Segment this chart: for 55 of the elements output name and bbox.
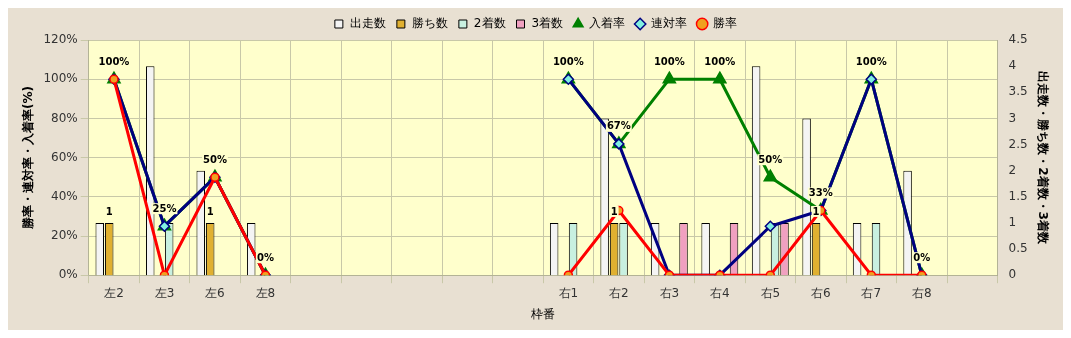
data-label: 50% xyxy=(202,153,227,165)
data-label: 1 xyxy=(206,205,214,217)
x-tick-label: 右6 xyxy=(810,285,831,300)
data-label: 1 xyxy=(812,205,820,217)
x-tick-label: 左3 xyxy=(154,285,175,300)
y2-tick-label: 1 xyxy=(1008,215,1017,230)
legend-label: 入着率 xyxy=(589,16,626,31)
legend-label: 2着数 xyxy=(473,16,506,31)
legend-label: 3着数 xyxy=(531,16,564,31)
legend-label: 出走数 xyxy=(349,16,386,31)
x-tick-label: 左6 xyxy=(205,285,225,300)
x-tick-label: 右8 xyxy=(911,285,932,300)
y-tick-label: 0% xyxy=(58,267,78,282)
y2-tick-label: 1.5 xyxy=(1008,188,1028,203)
data-label: 25% xyxy=(152,202,177,214)
data-label: 100% xyxy=(552,55,584,67)
data-label: 100% xyxy=(653,55,685,67)
y2-tick-label: 4 xyxy=(1008,58,1017,73)
x-tick-label: 右4 xyxy=(710,285,730,300)
x-tick-label: 右3 xyxy=(659,285,680,300)
y-tick-label: 120% xyxy=(43,32,78,47)
y2-tick-label: 2.5 xyxy=(1008,136,1028,151)
data-label: 50% xyxy=(758,153,783,165)
legend-label: 勝ち数 xyxy=(411,16,448,31)
x-tick-label: 右5 xyxy=(760,285,781,300)
y2-tick-label: 3 xyxy=(1008,110,1017,125)
data-label: 100% xyxy=(855,55,887,67)
y2-tick-label: 3.5 xyxy=(1008,84,1028,99)
legend-label: 勝率 xyxy=(713,16,738,31)
data-label: 100% xyxy=(704,55,736,67)
data-label: 100% xyxy=(98,55,130,67)
y-tick-label: 20% xyxy=(51,228,78,243)
y2-tick-label: 0.5 xyxy=(1008,241,1028,256)
y-axis-title: 勝率・連対率・入着率(%) xyxy=(21,86,36,231)
data-label: 1 xyxy=(610,205,618,217)
x-tick-label: 右1 xyxy=(558,285,579,300)
y-tick-label: 80% xyxy=(51,110,78,125)
data-label: 67% xyxy=(606,120,631,132)
x-tick-label: 左2 xyxy=(104,285,124,300)
y2-tick-label: 0 xyxy=(1008,267,1017,282)
x-axis-title: 枠番 xyxy=(530,306,556,321)
data-label: 0% xyxy=(256,251,274,263)
x-tick-label: 左8 xyxy=(255,285,276,300)
y2-tick-label: 2 xyxy=(1008,162,1017,177)
y2-axis-title: 出走数・勝ち数・2着数・3着数 xyxy=(1035,71,1050,245)
y-tick-label: 60% xyxy=(51,149,78,164)
y2-tick-label: 4.5 xyxy=(1008,32,1028,47)
y-tick-label: 40% xyxy=(51,188,78,203)
legend-label: 連対率 xyxy=(651,16,688,31)
data-label: 1 xyxy=(105,205,113,217)
x-tick-label: 右2 xyxy=(609,285,629,300)
y-tick-label: 100% xyxy=(43,71,78,86)
x-tick-label: 右7 xyxy=(861,285,882,300)
data-label: 0% xyxy=(913,251,931,263)
data-label: 33% xyxy=(808,187,833,199)
